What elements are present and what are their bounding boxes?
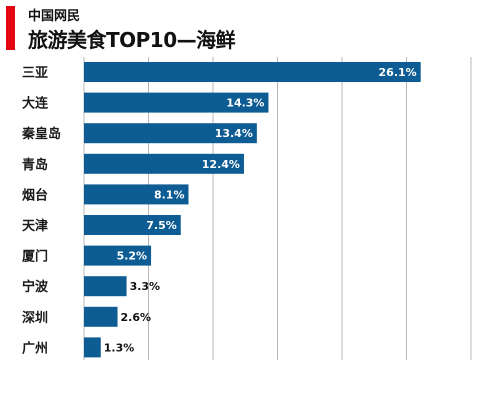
value-label: 14.3% xyxy=(226,97,264,110)
value-label: 5.2% xyxy=(117,250,148,263)
chart-subtitle: 中国网民 xyxy=(28,9,81,24)
category-label: 大连 xyxy=(22,96,49,112)
bar-4 xyxy=(84,153,244,174)
bar-9 xyxy=(84,306,118,327)
value-label: 26.1% xyxy=(379,66,417,79)
bar-1 xyxy=(84,62,421,82)
bar-3 xyxy=(84,123,257,144)
bars xyxy=(84,62,421,358)
category-label: 秦皇岛 xyxy=(21,126,61,142)
bar-5 xyxy=(84,184,189,205)
value-labels: 26.1% 14.3% 13.4% 12.4% 8.1% 7.5% 5.2% 3.3% 2.6%… xyxy=(104,66,417,354)
bar-8 xyxy=(84,276,127,297)
category-label: 厦门 xyxy=(22,249,48,265)
category-label: 深圳 xyxy=(22,310,48,326)
category-label: 烟台 xyxy=(22,187,48,203)
category-label: 青岛 xyxy=(22,157,48,173)
bar-7 xyxy=(84,245,152,266)
value-label: 7.5% xyxy=(146,219,177,232)
bar-10 xyxy=(84,337,101,358)
value-label: 2.6% xyxy=(121,311,152,324)
value-label: 3.3% xyxy=(130,280,161,293)
title-accent-bar xyxy=(6,6,15,50)
category-label: 天津 xyxy=(22,218,48,234)
category-label: 宁波 xyxy=(22,279,49,295)
bar-2 xyxy=(84,92,269,113)
value-label: 13.4% xyxy=(215,127,253,140)
bar-6 xyxy=(84,215,181,235)
value-label: 1.3% xyxy=(104,341,135,354)
category-label: 三亚 xyxy=(22,66,48,81)
value-label: 8.1% xyxy=(154,188,185,201)
chart-title: 旅游美食TOP10—海鲜 xyxy=(28,28,236,52)
category-label: 广州 xyxy=(22,340,48,356)
value-label: 12.4% xyxy=(202,158,240,171)
